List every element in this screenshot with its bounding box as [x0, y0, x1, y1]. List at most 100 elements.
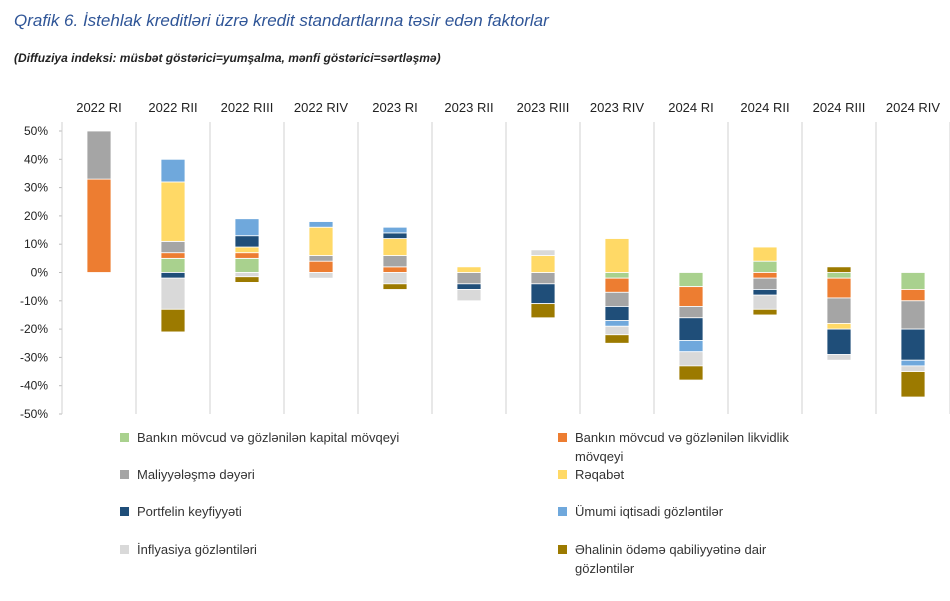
bar-segment: [604, 334, 630, 344]
bar-segment: [752, 246, 778, 262]
legend-swatch: [558, 507, 567, 516]
x-tick-label: 2024 RII: [740, 100, 789, 115]
x-tick-label: 2022 RII: [148, 100, 197, 115]
legend-swatch: [120, 545, 129, 554]
bar-segment: [900, 289, 926, 302]
bar-segment: [604, 238, 630, 273]
chart-subtitle: (Diffuziya indeksi: müsbət göstərici=yum…: [14, 51, 441, 65]
bar-segment: [160, 181, 186, 242]
x-tick-label: 2023 RIII: [517, 100, 570, 115]
bar-segment: [234, 246, 260, 254]
bar-segment: [826, 272, 852, 279]
legend-item: Portfelin keyfiyyəti: [120, 502, 420, 521]
bar-segment: [900, 328, 926, 361]
bar-segment: [456, 272, 482, 285]
bar-segment: [234, 218, 260, 237]
bar-segment: [678, 286, 704, 307]
legend-swatch: [120, 433, 129, 442]
x-tick-label: 2024 RIII: [813, 100, 866, 115]
bar-segment: [530, 255, 556, 273]
bar-segment: [160, 277, 186, 310]
bar-segment: [382, 283, 408, 290]
bar-segment: [900, 359, 926, 367]
bar-segment: [234, 235, 260, 248]
bar-segment: [678, 272, 704, 288]
bar-segment: [234, 272, 260, 278]
bar-segment: [308, 272, 334, 279]
bar-segment: [826, 266, 852, 273]
bar-segment: [604, 277, 630, 293]
y-tick-label: -40%: [20, 379, 48, 393]
bar-segment: [456, 283, 482, 290]
bar-segment: [160, 257, 186, 273]
chart-title: Qrafik 6. İstehlak kreditləri üzrə kredi…: [14, 11, 550, 30]
bar-segment: [604, 306, 630, 322]
legend-swatch: [558, 470, 567, 479]
legend-label: Rəqabət: [575, 467, 625, 482]
bar-segment: [382, 255, 408, 268]
bar-segment: [604, 320, 630, 327]
bar-segment: [752, 289, 778, 296]
bar-segment: [530, 303, 556, 319]
y-tick-label: 20%: [24, 209, 48, 223]
legend-item: Bankın mövcud və gözlənilən likvidlik mö…: [558, 428, 818, 466]
bar-segment: [900, 272, 926, 290]
legend-swatch: [558, 545, 567, 554]
bar-segment: [456, 289, 482, 302]
bar-segment: [530, 249, 556, 256]
bar-segment: [530, 272, 556, 285]
y-tick-label: -30%: [20, 350, 48, 364]
legend-item: Bankın mövcud və gözlənilən kapital mövq…: [120, 428, 420, 447]
bar-segment: [160, 240, 186, 254]
bar-segment: [160, 158, 186, 183]
legend-item: Ümumi iqtisadi gözləntilər: [558, 502, 818, 521]
y-tick-label: 40%: [24, 152, 48, 166]
bar-segment: [678, 351, 704, 367]
legend-item: İnflyasiya gözləntiləri: [120, 540, 420, 559]
bar-segment: [234, 252, 260, 259]
bar-segment: [752, 272, 778, 279]
bar-segment: [604, 291, 630, 307]
legend-label: İnflyasiya gözləntiləri: [137, 542, 257, 557]
bar-segment: [826, 277, 852, 299]
bar-segment: [382, 226, 408, 234]
bar-segment: [382, 266, 408, 273]
bar-segment: [678, 306, 704, 319]
x-tick-label: 2023 RI: [372, 100, 418, 115]
legend-swatch: [120, 507, 129, 516]
x-tick-label: 2023 RIV: [590, 100, 645, 115]
bar-segment: [826, 328, 852, 355]
bar-segment: [900, 365, 926, 372]
x-tick-label: 2024 RIV: [886, 100, 941, 115]
bar-segment: [160, 272, 186, 279]
legend-swatch: [120, 470, 129, 479]
bar-segment: [530, 283, 556, 305]
bar-segment: [308, 221, 334, 228]
legend-swatch: [558, 433, 567, 442]
bar-segment: [382, 272, 408, 285]
bar-segment: [752, 294, 778, 310]
bar-segment: [900, 371, 926, 398]
x-tick-label: 2024 RI: [668, 100, 714, 115]
bar-segment: [752, 308, 778, 316]
legend-item: Maliyyələşmə dəyəri: [120, 465, 420, 484]
legend-label: Maliyyələşmə dəyəri: [137, 467, 255, 482]
bar-segment: [826, 354, 852, 361]
bar-segment: [308, 260, 334, 273]
legend-label: Əhalinin ödəmə qabiliyyətinə dair gözlən…: [575, 542, 767, 576]
bar-segment: [900, 300, 926, 330]
bar-segment: [234, 276, 260, 283]
bar-segment: [456, 266, 482, 273]
bar-segment: [752, 260, 778, 273]
y-tick-label: 10%: [24, 237, 48, 251]
bar-segment: [308, 255, 334, 262]
y-tick-label: 50%: [24, 124, 48, 138]
bar-segment: [826, 297, 852, 324]
bar-segment: [382, 238, 408, 256]
bar-segment: [678, 340, 704, 353]
bar-segment: [604, 325, 630, 336]
legend-label: Portfelin keyfiyyəti: [137, 504, 242, 519]
bar-segment: [86, 130, 112, 180]
